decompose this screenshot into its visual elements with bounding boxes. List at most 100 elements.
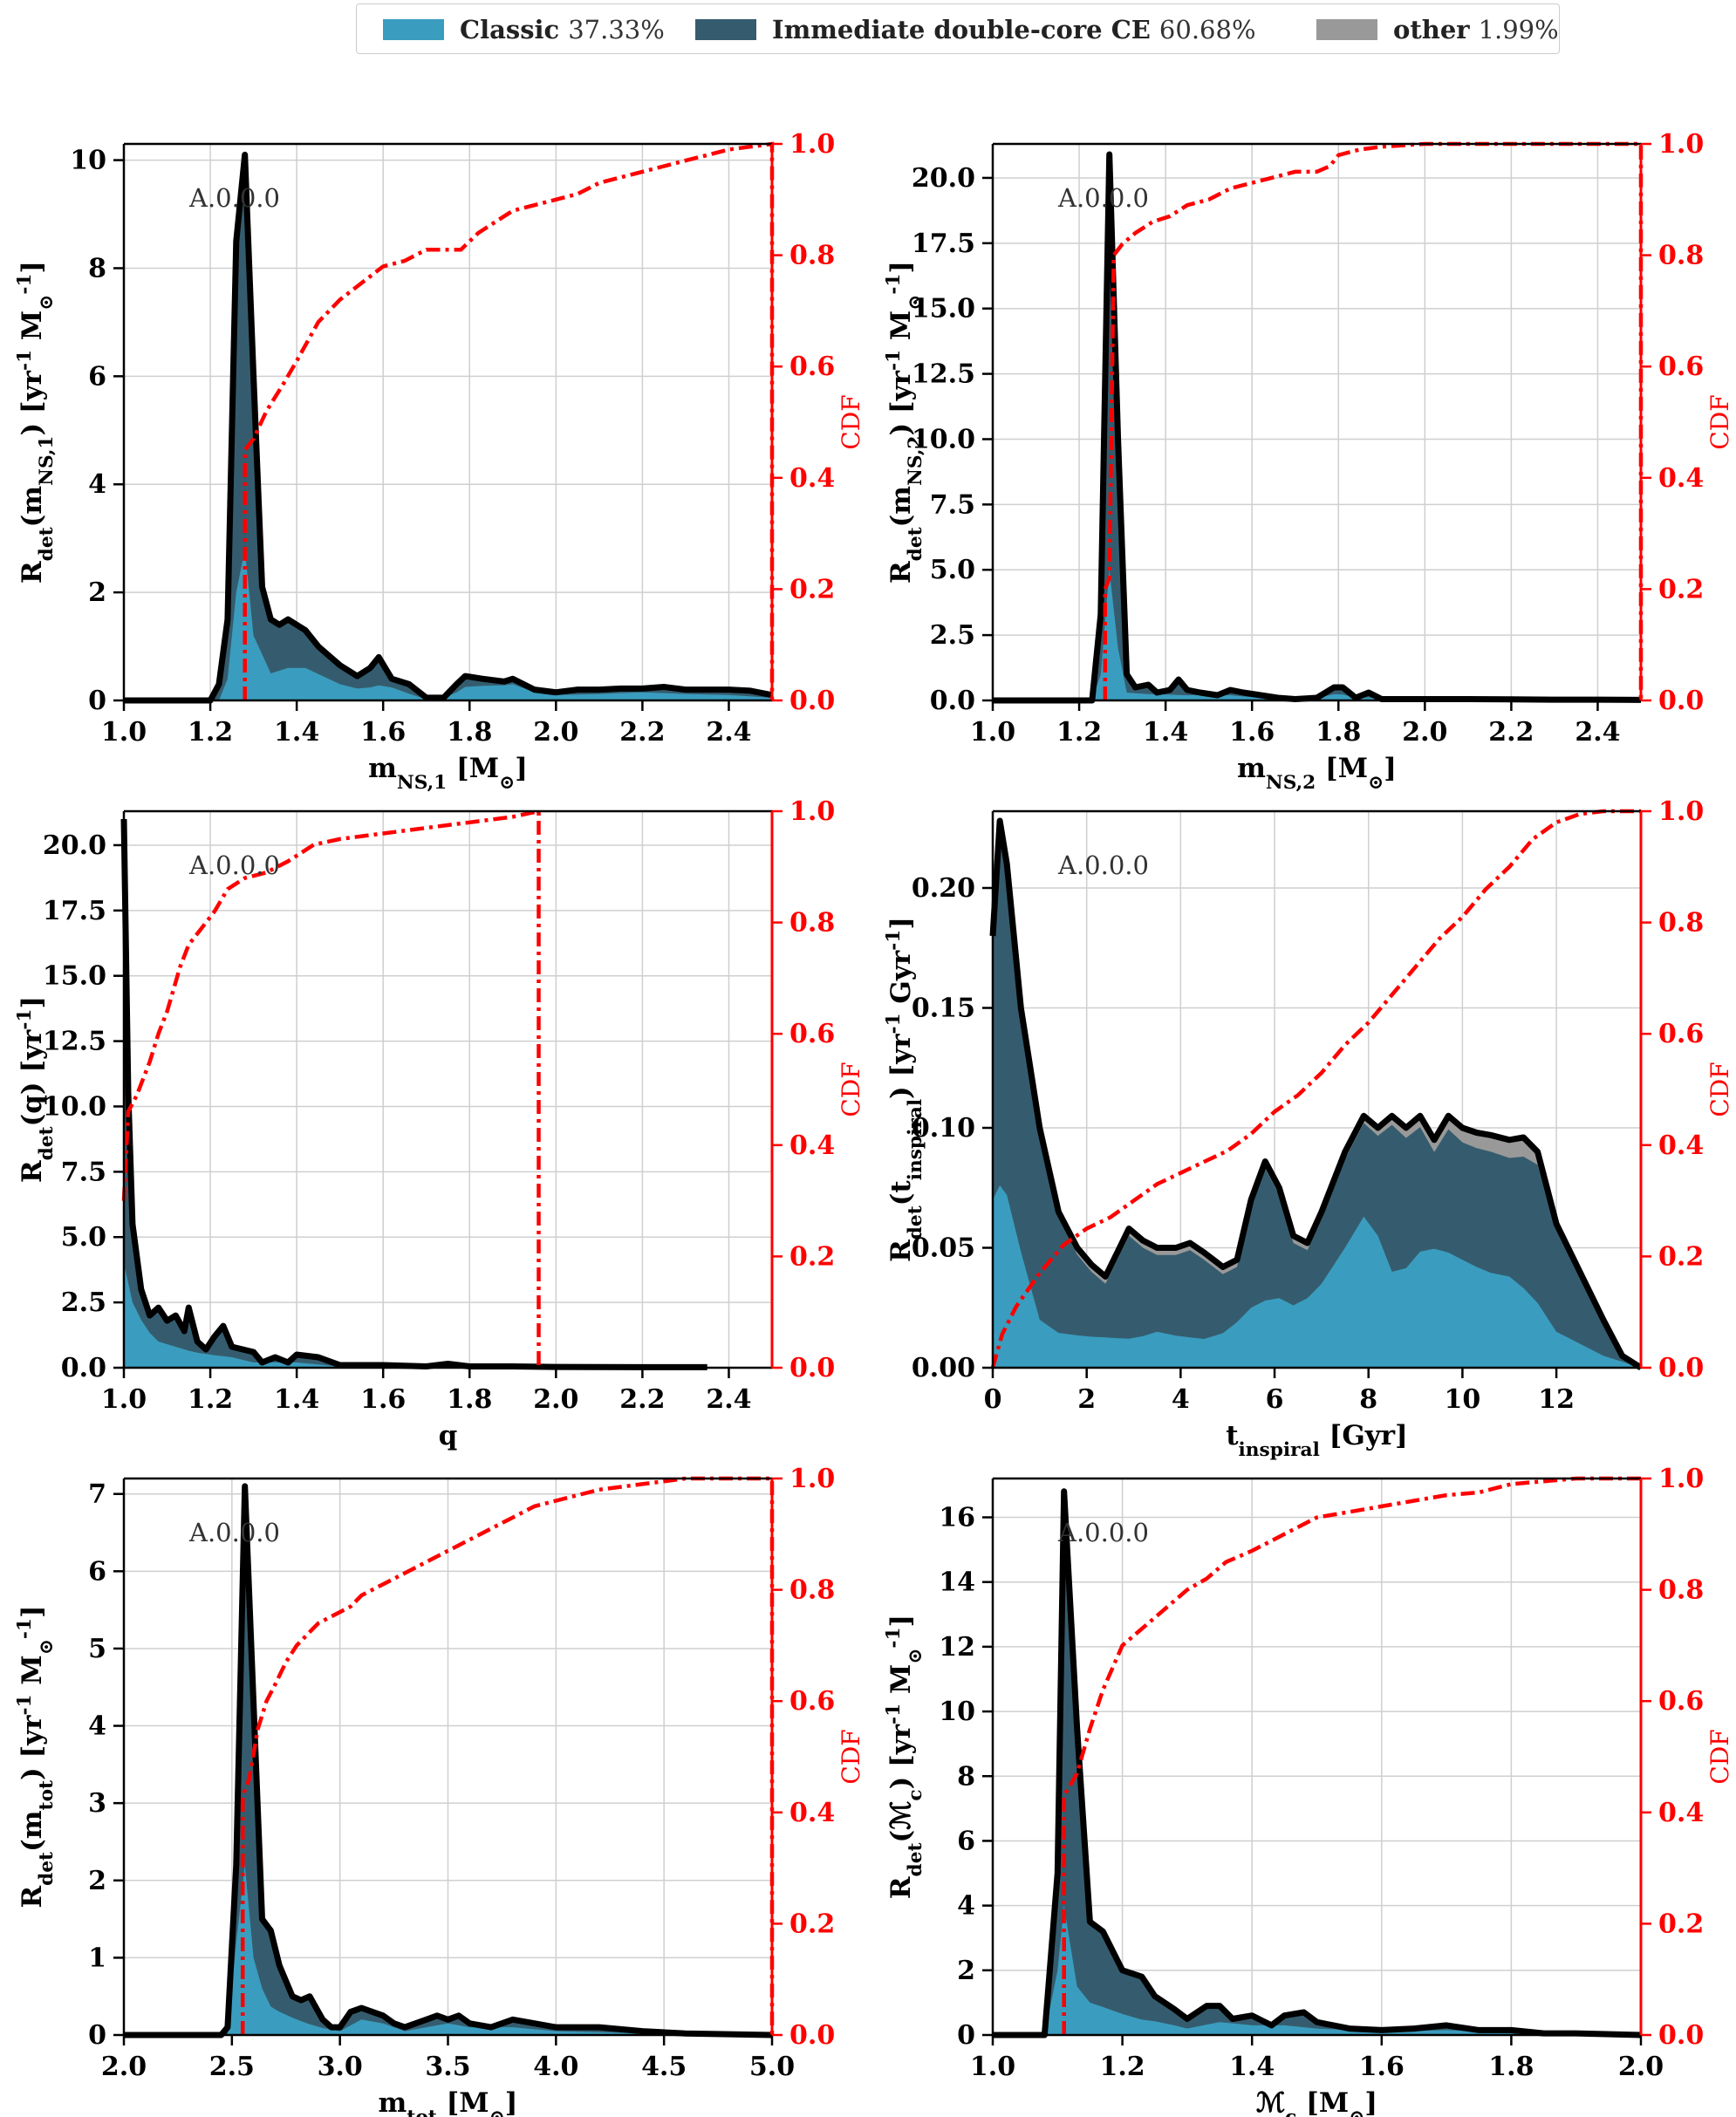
area-classic (993, 1185, 1641, 1368)
y2-tick-label: 0.2 (789, 574, 835, 604)
y2-tick-label: 0.8 (1658, 241, 1704, 271)
legend-item-other: other 1.99% (1316, 15, 1559, 44)
y-tick-label: 2 (88, 577, 106, 608)
x-axis-label: ℳc [M⊙] (1256, 2087, 1377, 2117)
y-axis-label: Rdet(mNS,1) [yr-1 M⊙-1] (14, 261, 58, 584)
y2-tick-label: 0.6 (1658, 1686, 1704, 1717)
x-tick-label: 5.0 (749, 2052, 795, 2082)
legend-label-classic: Classic (460, 15, 560, 44)
chart-panel-3: 1.0 1.2 1.4 1.6 1.8 2.0 2.2 2.4 0.0 2.5 5.0 7.5 10.0… (14, 796, 866, 1451)
y2-tick-label: 0.0 (1658, 2020, 1704, 2051)
y-tick-label: 14 (939, 1567, 975, 1598)
x-axis-label: mtot [M⊙] (379, 2087, 518, 2117)
y-axis-label: Rdet(ℳc) [yr-1 M⊙-1] (883, 1615, 926, 1899)
x-tick-label: 1.8 (447, 717, 492, 748)
y-tick-label: 10 (70, 146, 106, 176)
y2-tick-label: 0.2 (1658, 1909, 1704, 1939)
y2-tick-label: 0.0 (1658, 1353, 1704, 1383)
y-tick-label: 3 (88, 1788, 106, 1819)
y2-tick-label: 0.0 (789, 2020, 835, 2051)
x-tick-label: 1.6 (1359, 2052, 1405, 2082)
x-tick-label: 0 (984, 1384, 1002, 1415)
y2-tick-label: 0.0 (789, 1353, 835, 1383)
x-tick-label: 2.0 (1618, 2052, 1664, 2082)
x-tick-label: 2.4 (1575, 717, 1620, 748)
y2-tick-label: 0.8 (1658, 1575, 1704, 1606)
x-tick-label: 1.4 (274, 717, 319, 748)
area-immediate-double-core-ce (124, 157, 772, 700)
y-axis-label: Rdet(tinspiral) [yr-1 Gyr-1] (883, 917, 926, 1262)
area-immediate-double-core-ce (993, 157, 1641, 700)
y2-tick-label: 0.6 (1658, 352, 1704, 382)
y-tick-label: 0 (88, 686, 106, 716)
y-tick-label: 8 (88, 253, 106, 283)
y-tick-label: 10 (939, 1697, 975, 1727)
y-tick-label: 5.0 (930, 555, 975, 585)
line-total (120, 818, 707, 1370)
panel-annotation: A.0.0.0 (1057, 1518, 1149, 1547)
y-tick-label: 0.05 (912, 1233, 975, 1264)
x-tick-label: 1.0 (101, 1384, 147, 1415)
panel-annotation: A.0.0.0 (188, 1518, 280, 1547)
y2-tick-label: 0.4 (789, 463, 835, 494)
area-immediate-double-core-ce (993, 1494, 1641, 2035)
y2-tick-label: 1.0 (789, 796, 835, 827)
legend-swatch-other (1316, 19, 1377, 40)
y2-tick-label: 0.6 (789, 352, 835, 382)
y2-tick-label: 0.2 (789, 1909, 835, 1939)
y2-tick-label: 0.0 (789, 686, 835, 716)
chart-panel-5: 2.0 2.5 3.0 3.5 4.0 4.5 5.0 0 1 2 3 4 5 6 7 0.0 0.2 0.4 0.… (14, 1464, 866, 2117)
y2-axis-label: CDF (1705, 1062, 1734, 1117)
x-tick-label: 1.6 (360, 717, 406, 748)
y-tick-label: 0 (957, 2020, 975, 2051)
y-tick-label: 12.5 (912, 359, 975, 390)
x-tick-label: 3.5 (425, 2052, 470, 2082)
y-tick-label: 17.5 (43, 896, 106, 926)
y-tick-label: 7.5 (61, 1157, 106, 1187)
x-tick-label: 2.4 (706, 1384, 751, 1415)
y-tick-label: 0.10 (912, 1113, 975, 1144)
x-tick-label: 1.2 (188, 1384, 233, 1415)
y2-tick-label: 0.4 (789, 1798, 835, 1828)
y-tick-label: 0.0 (930, 686, 975, 716)
x-tick-label: 4.5 (641, 2052, 687, 2082)
line-total (993, 1488, 1642, 2038)
x-tick-label: 6 (1266, 1384, 1284, 1415)
y-tick-label: 12.5 (43, 1027, 106, 1057)
y2-axis-label: CDF (837, 394, 865, 449)
panel-annotation: A.0.0.0 (1057, 850, 1149, 880)
x-tick-label: 2.0 (1402, 717, 1447, 748)
x-tick-label: 12 (1538, 1384, 1575, 1415)
y2-tick-label: 0.6 (1658, 1019, 1704, 1049)
y2-tick-label: 0.8 (1658, 908, 1704, 939)
area-other (993, 154, 1641, 700)
y2-tick-label: 0.4 (1658, 1798, 1704, 1828)
y-tick-label: 8 (957, 1761, 975, 1792)
y2-tick-label: 1.0 (1658, 1464, 1704, 1494)
y2-tick-label: 0.6 (789, 1686, 835, 1717)
legend: Classic 37.33% Immediate double-core CE … (356, 3, 1560, 54)
x-tick-label: 2.0 (533, 1384, 578, 1415)
line-total (993, 151, 1642, 704)
y-tick-label: 16 (939, 1503, 975, 1533)
x-tick-label: 2.2 (1488, 717, 1534, 748)
x-axis-label: mNS,1 [M⊙] (368, 753, 528, 794)
x-tick-label: 2.2 (619, 717, 665, 748)
y-axis-label: Rdet(mNS,2) [yr-1 M⊙-1] (883, 261, 926, 584)
x-tick-label: 8 (1359, 1384, 1377, 1415)
x-tick-label: 1.2 (1056, 717, 1102, 748)
y2-tick-label: 1.0 (1658, 129, 1704, 160)
x-axis-label: tinspiral [Gyr] (1226, 1420, 1408, 1461)
y2-tick-label: 1.0 (789, 1464, 835, 1494)
legend-item-ce: Immediate double-core CE 60.68% (695, 15, 1256, 44)
x-tick-label: 1.4 (1143, 717, 1188, 748)
x-tick-label: 2.2 (619, 1384, 665, 1415)
x-tick-label: 1.8 (1316, 717, 1361, 748)
y-axis-label: Rdet(q) [yr-1] (14, 996, 58, 1183)
line-cdf (1103, 141, 1644, 700)
legend-label-other: other (1393, 15, 1470, 44)
legend-pct-ce: 60.68% (1158, 15, 1256, 44)
line-total (124, 151, 773, 704)
y-tick-label: 2.5 (930, 620, 975, 651)
